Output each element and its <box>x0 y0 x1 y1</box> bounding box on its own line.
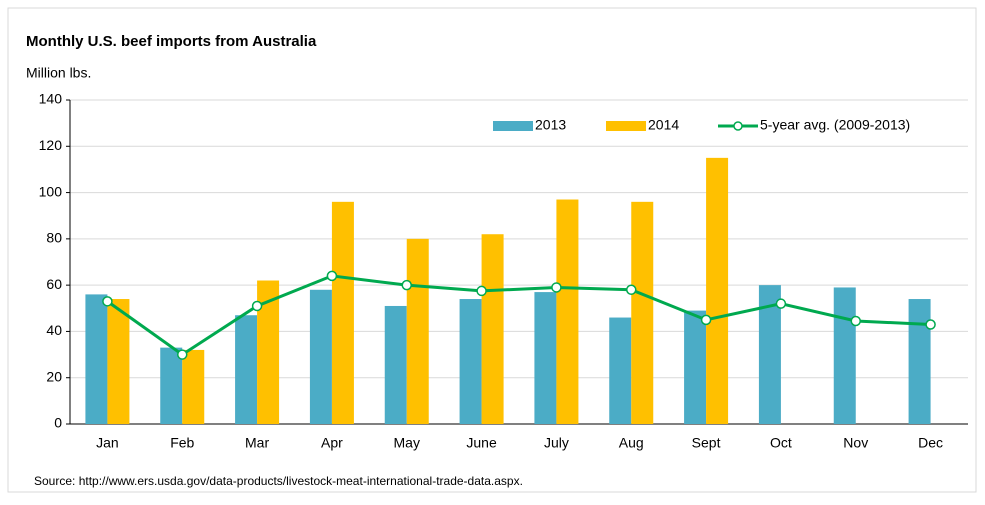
y-tick-label: 80 <box>46 230 62 246</box>
x-tick-label: May <box>394 435 420 451</box>
bar <box>309 289 332 424</box>
bar <box>331 201 354 424</box>
legend-swatch-marker <box>733 121 743 131</box>
line <box>106 274 931 357</box>
line-marker <box>700 314 712 326</box>
line-marker <box>850 315 861 327</box>
bar <box>534 292 557 424</box>
y-tick-label: 60 <box>46 276 62 292</box>
legend-label: 2013 <box>535 117 566 133</box>
chart-title: Monthly U.S. beef imports from Australia <box>26 33 317 50</box>
y-tick-label: 140 <box>39 91 63 107</box>
bar <box>384 305 407 424</box>
y-tick-label: 40 <box>46 322 62 338</box>
bar <box>758 285 781 424</box>
bar <box>706 157 729 424</box>
y-axis-label: Million lbs. <box>26 65 91 81</box>
bar <box>609 317 632 424</box>
x-tick-label: June <box>466 435 497 451</box>
bar <box>481 234 504 424</box>
bar <box>85 294 108 424</box>
line-marker <box>626 284 637 296</box>
x-tick-label: Dec <box>918 435 943 451</box>
bar <box>631 201 654 424</box>
source-note: Source: http://www.ers.usda.gov/data-pro… <box>34 474 523 488</box>
bar <box>908 299 931 424</box>
line-marker <box>775 298 787 309</box>
bar <box>459 299 482 424</box>
x-tick-label: Nov <box>843 435 868 451</box>
line-marker <box>177 349 188 360</box>
y-tick-label: 20 <box>46 368 62 384</box>
bar <box>107 299 130 424</box>
y-tick-label: 100 <box>39 183 63 199</box>
x-tick-label: Mar <box>245 435 269 451</box>
x-tick-label: Feb <box>170 435 194 451</box>
line-marker <box>326 270 338 282</box>
bar <box>406 238 429 424</box>
legend-label: 5-year avg. (2009-2013) <box>760 117 910 133</box>
bar <box>235 315 258 424</box>
line-marker <box>251 300 263 312</box>
line-marker <box>925 319 936 330</box>
y-tick-label: 0 <box>54 415 62 431</box>
x-tick-label: Oct <box>770 435 792 451</box>
legend-swatch <box>493 121 533 131</box>
bar <box>833 287 856 424</box>
bar <box>160 347 183 424</box>
x-tick-label: Sept <box>692 435 721 451</box>
y-tick-label: 120 <box>39 137 63 153</box>
legend-label: 2014 <box>648 117 679 133</box>
bar <box>257 280 280 424</box>
line-marker <box>551 282 562 293</box>
bar <box>684 310 707 424</box>
x-tick-label: Apr <box>321 435 343 451</box>
line-marker <box>401 279 412 291</box>
bar <box>182 349 205 424</box>
legend-swatch <box>606 121 646 131</box>
x-tick-label: July <box>544 435 569 451</box>
line-marker <box>102 296 113 307</box>
bar <box>556 199 579 424</box>
x-tick-label: Jan <box>96 435 119 451</box>
x-tick-label: Aug <box>619 435 644 451</box>
line-marker <box>476 285 487 297</box>
